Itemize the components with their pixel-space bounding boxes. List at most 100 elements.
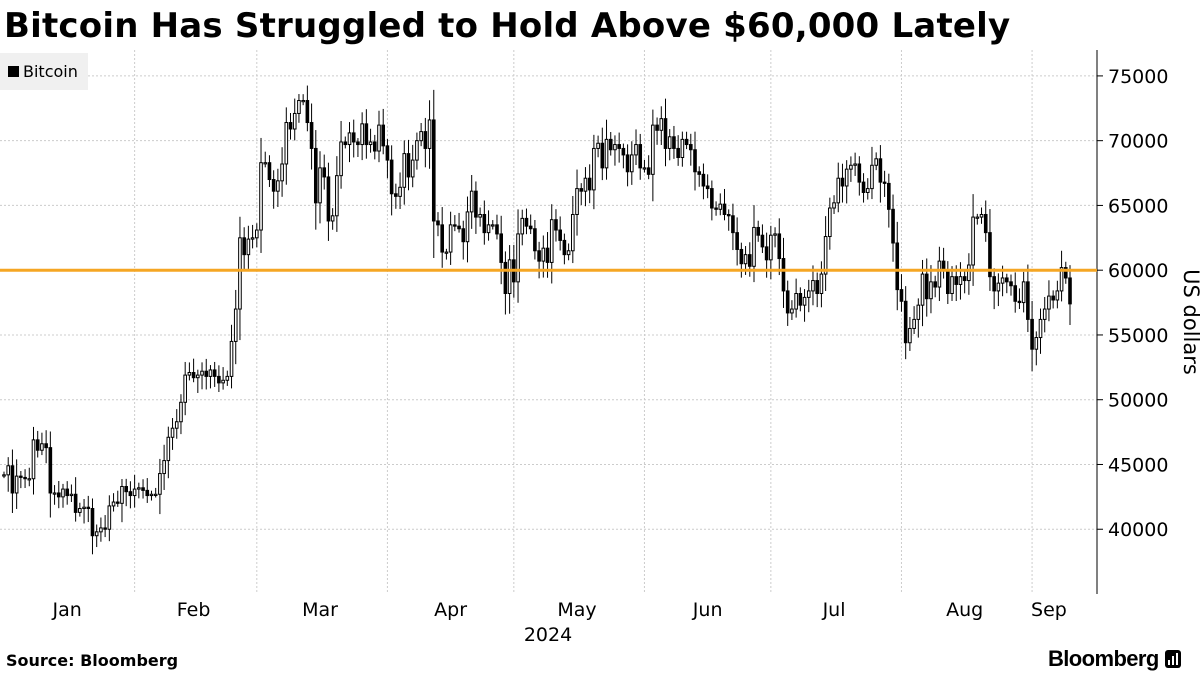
- candle-up: [604, 138, 609, 169]
- candle-down: [343, 141, 348, 146]
- candle-down: [756, 226, 761, 236]
- legend-swatch: [8, 66, 19, 77]
- candle-down: [537, 250, 541, 262]
- candle-up: [853, 163, 857, 166]
- candle-down: [406, 153, 411, 178]
- candle-down: [693, 149, 697, 173]
- candle-down: [423, 131, 428, 149]
- candle-down: [436, 220, 440, 226]
- candle-up: [811, 280, 815, 292]
- candle-down: [305, 100, 310, 124]
- candle-down: [288, 122, 293, 130]
- candle-up: [111, 501, 116, 507]
- candle-down: [857, 163, 862, 183]
- candle-down: [351, 132, 356, 143]
- candle-down: [895, 242, 900, 291]
- candle-down: [482, 213, 487, 234]
- candle-down: [73, 493, 78, 513]
- candle-down: [608, 138, 613, 151]
- candle-down: [663, 118, 668, 149]
- candle-down: [625, 154, 630, 173]
- candle-up: [571, 213, 575, 252]
- candle-up: [2, 474, 6, 477]
- candle-up: [958, 276, 963, 285]
- candle-up: [246, 238, 251, 256]
- candle-up: [613, 144, 617, 151]
- candle-down: [684, 138, 689, 146]
- candle-up: [297, 100, 301, 114]
- candle-up: [937, 260, 942, 288]
- candle-up: [1038, 318, 1043, 339]
- y-tick-label: 45000: [1108, 454, 1168, 476]
- candle-down: [103, 527, 107, 530]
- candle-up: [908, 327, 912, 344]
- candle-down: [453, 224, 457, 227]
- candle-down: [676, 147, 680, 159]
- candle-down: [48, 447, 53, 494]
- x-tick-label: Jul: [822, 599, 846, 621]
- candle-down: [440, 224, 445, 253]
- candle-up: [179, 401, 183, 423]
- candle-up: [200, 370, 204, 376]
- candle-up: [916, 304, 921, 320]
- candle-up: [478, 213, 482, 218]
- candle-up: [233, 308, 238, 342]
- candle-up: [196, 374, 200, 379]
- candle-down: [638, 144, 643, 169]
- grid-lines: [0, 50, 1097, 594]
- candle-up: [280, 163, 284, 182]
- candle-up: [301, 100, 305, 103]
- candle-down: [697, 171, 702, 175]
- x-tick-label: Feb: [177, 599, 211, 621]
- candle-up: [975, 216, 980, 219]
- candle-down: [688, 144, 693, 151]
- candle-down: [385, 145, 390, 161]
- candle-down: [1017, 300, 1022, 304]
- candle-up: [259, 162, 263, 231]
- candle-down: [579, 188, 584, 192]
- candle-down: [1068, 277, 1072, 305]
- candle-up: [255, 229, 259, 239]
- candle-down: [764, 246, 769, 261]
- x-tick-label: Sep: [1031, 599, 1067, 621]
- candle-up: [507, 259, 512, 295]
- candle-down: [356, 141, 360, 146]
- candle-up: [549, 219, 554, 263]
- candle-up: [583, 177, 588, 192]
- bloomberg-logo: Bloomberg: [1048, 646, 1181, 672]
- candle-down: [145, 489, 150, 497]
- candle-down: [212, 369, 217, 377]
- legend: Bitcoin: [0, 53, 88, 90]
- candle-down: [503, 261, 508, 295]
- source-note: Source: Bloomberg: [6, 651, 179, 670]
- candle-up: [6, 465, 11, 476]
- candle-up: [318, 167, 322, 204]
- candle-up: [743, 254, 748, 265]
- y-tick-label: 50000: [1108, 390, 1168, 412]
- candle-up: [680, 138, 685, 159]
- candle-up: [844, 168, 849, 187]
- candle-up: [596, 142, 600, 149]
- candle-up: [448, 224, 453, 253]
- candle-up: [27, 478, 32, 481]
- candle-up: [1055, 290, 1060, 301]
- y-axis-label: US dollars: [1179, 269, 1200, 375]
- y-tick-label: 75000: [1108, 66, 1168, 88]
- candle-up: [929, 281, 933, 300]
- candle-up: [69, 493, 74, 497]
- candle-up: [802, 296, 807, 306]
- candlestick-series: [2, 85, 1072, 555]
- candle-up: [284, 122, 289, 165]
- candle-up: [149, 493, 154, 497]
- candle-down: [554, 219, 558, 231]
- candle-up: [950, 276, 954, 295]
- candle-up: [465, 211, 470, 243]
- candle-up: [996, 282, 1001, 292]
- candle-up: [78, 508, 82, 513]
- candle-up: [94, 531, 99, 537]
- x-tick-label: May: [557, 599, 596, 621]
- candle-up: [174, 421, 179, 429]
- candle-down: [431, 119, 436, 222]
- y-tick-label: 65000: [1108, 195, 1168, 217]
